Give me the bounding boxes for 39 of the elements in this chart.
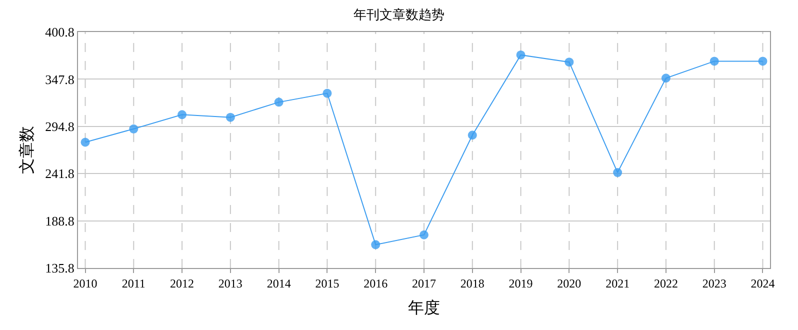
x-tick-label: 2020 (557, 276, 582, 290)
y-tick-label: 294.8 (45, 118, 74, 134)
point (661, 74, 670, 83)
y-axis-title: 文章数 (18, 126, 36, 174)
point (420, 230, 428, 240)
x-tick-label: 2011 (122, 276, 146, 290)
x-tick-label: 2012 (170, 276, 194, 290)
x-tick-label: 2024 (750, 276, 775, 290)
x-tick-label: 2019 (508, 276, 533, 290)
x-tick-label: 2014 (266, 276, 291, 290)
point (371, 240, 380, 250)
y-tick-label: 400.8 (45, 24, 74, 40)
x-tick-label: 2013 (218, 276, 242, 290)
point (80, 138, 90, 147)
y-tick-label: 188.8 (45, 213, 74, 228)
point (129, 124, 138, 134)
x-tick-label: 2010 (73, 276, 98, 290)
y-tick-label: 241.8 (45, 166, 74, 182)
point (226, 112, 235, 122)
x-tick-label: 2017 (412, 276, 436, 290)
point (322, 88, 332, 98)
chart-title: 年刊文章数趋势 (354, 7, 444, 22)
x-tick-label: 2015 (315, 276, 340, 290)
x-axis-title: 年度 (408, 299, 440, 318)
point (178, 110, 187, 120)
x-tick-label: 2016 (364, 276, 388, 290)
point (758, 56, 768, 66)
x-tick-label: 2021 (606, 276, 630, 290)
y-tick-label: 347.8 (45, 72, 74, 87)
x-tick-label: 2023 (702, 276, 726, 290)
point (516, 50, 526, 60)
y-tick-label: 135.8 (45, 260, 74, 276)
point (710, 56, 719, 66)
point (468, 130, 477, 140)
x-tick-label: 2022 (654, 276, 678, 290)
point (564, 58, 574, 67)
point (613, 168, 622, 178)
x-tick-label: 2018 (460, 276, 484, 290)
point (274, 98, 284, 107)
